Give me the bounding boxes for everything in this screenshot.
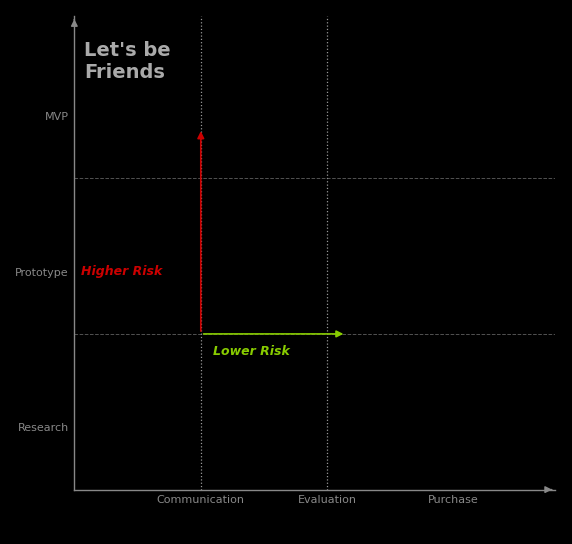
Text: Higher Risk: Higher Risk	[81, 265, 162, 279]
Text: Lower Risk: Lower Risk	[213, 345, 291, 358]
Text: Let's be
Friends: Let's be Friends	[85, 41, 171, 82]
